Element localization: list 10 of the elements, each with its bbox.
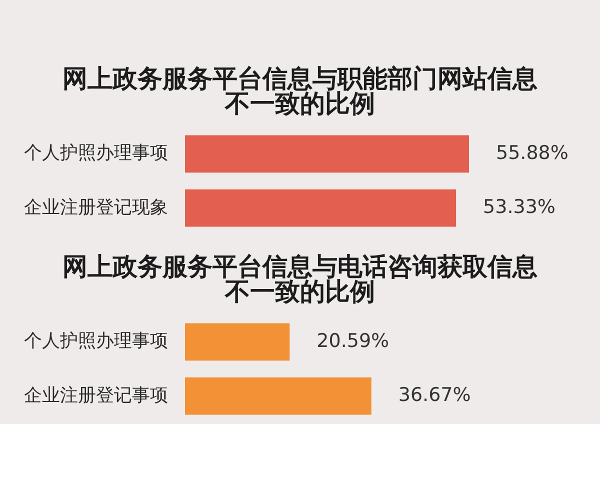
data-label: 20.59% (316, 330, 390, 352)
y-tick-label: 企业注册登记事项 (24, 384, 168, 406)
data-label: 53.33% (483, 196, 556, 218)
y-tick-label: 企业注册登记现象 (24, 196, 168, 218)
chart-title: 网上政务服务平台信息与职能部门网站信息不一致的比例 (62, 64, 538, 118)
chart-title: 网上政务服务平台信息与电话咨询获取信息不一致的比例 (62, 252, 538, 306)
y-tick-label: 个人护照办理事项 (24, 142, 168, 164)
y-tick-label: 个人护照办理事项 (24, 330, 168, 352)
data-label: 36.67% (398, 384, 471, 406)
data-label: 55.88% (496, 142, 568, 164)
